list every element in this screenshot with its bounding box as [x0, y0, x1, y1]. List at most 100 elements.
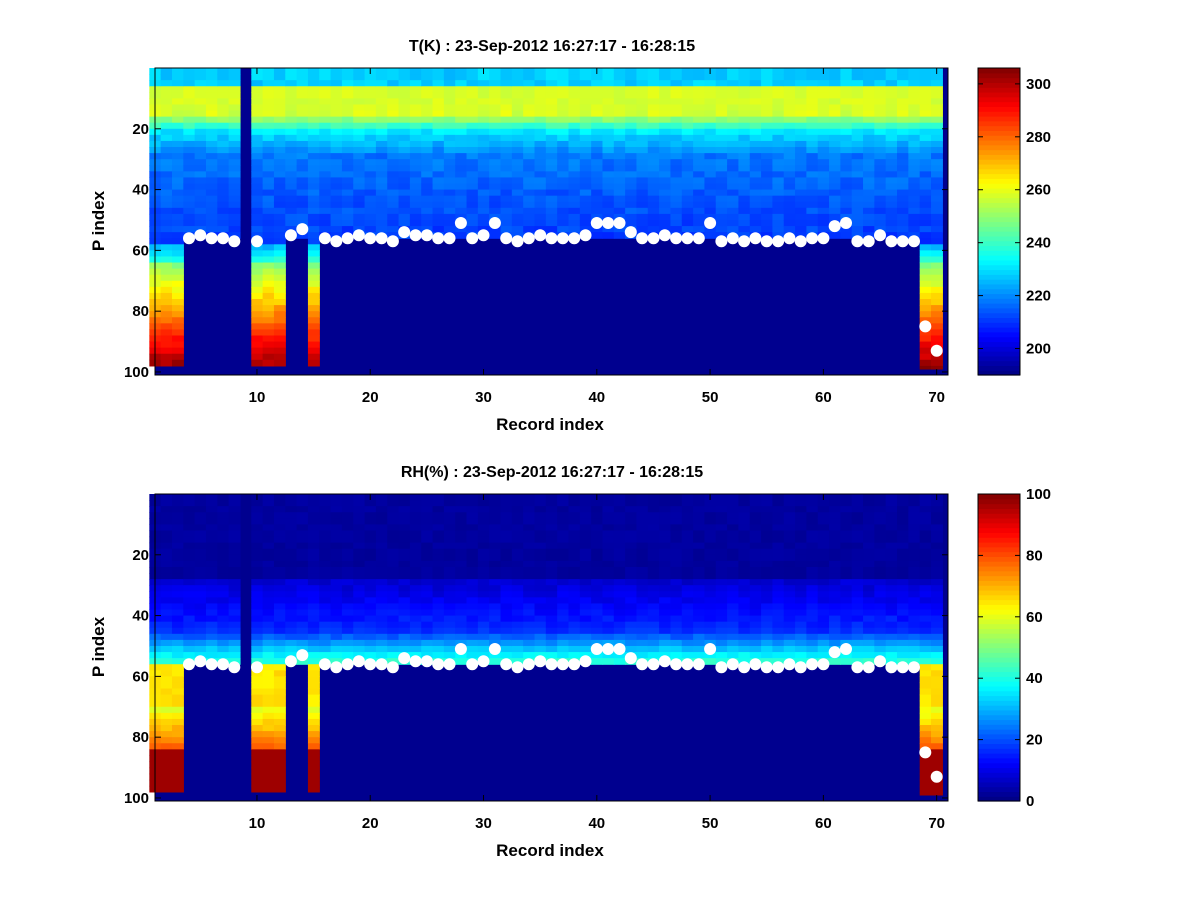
heatmap-cell	[160, 652, 173, 659]
heatmap-cell	[863, 213, 875, 221]
heatmap-cell	[727, 134, 740, 142]
heatmap-cell	[806, 219, 819, 227]
heatmap-cell	[262, 761, 275, 769]
heatmap-cell	[557, 159, 570, 166]
heatmap-cell	[477, 627, 490, 635]
heatmap-cell	[398, 171, 411, 179]
heatmap-cell	[353, 573, 366, 580]
heatmap-cell	[602, 183, 615, 191]
heatmap-cell	[783, 615, 796, 623]
heatmap-cell	[171, 718, 184, 726]
heatmap-cell	[160, 542, 173, 550]
heatmap-cell	[545, 512, 558, 519]
colorbar-segment	[978, 681, 1020, 687]
heatmap-cell	[489, 232, 502, 239]
heatmap-cell	[908, 536, 921, 544]
heatmap-cell	[715, 591, 728, 598]
heatmap-cell	[489, 134, 502, 142]
heatmap-cell	[160, 268, 173, 276]
heatmap-cell	[919, 609, 932, 617]
heatmap-cell	[319, 153, 332, 160]
heatmap-cell	[806, 609, 819, 617]
colorbar-segment	[978, 709, 1020, 716]
boundary-marker	[454, 643, 467, 655]
heatmap-cell	[217, 98, 230, 106]
heatmap-cell	[500, 645, 513, 653]
heatmap-cell	[273, 506, 286, 513]
heatmap-cell	[817, 506, 830, 513]
heatmap-cell	[375, 128, 388, 136]
heatmap-column	[466, 494, 479, 665]
heatmap-column	[353, 68, 366, 239]
colorbar-segment	[978, 685, 1020, 692]
heatmap-cell	[228, 104, 241, 112]
heatmap-cell	[851, 603, 864, 611]
heatmap-cell	[761, 512, 774, 519]
heatmap-cell	[273, 213, 286, 221]
heatmap-cell	[183, 147, 196, 154]
colorbar-segment	[978, 274, 1020, 280]
heatmap-cell	[727, 74, 740, 81]
heatmap-cell	[591, 658, 604, 665]
heatmap-cell	[829, 92, 841, 99]
heatmap-cell	[273, 256, 286, 264]
heatmap-cell	[296, 585, 309, 592]
heatmap-cell	[693, 134, 706, 142]
heatmap-cell	[307, 153, 320, 160]
heatmap-cell	[625, 530, 638, 538]
heatmap-cell	[160, 621, 173, 629]
heatmap-cell	[625, 74, 638, 81]
heatmap-cell	[647, 585, 660, 592]
heatmap-cell	[591, 615, 604, 623]
heatmap-cell	[319, 165, 332, 172]
heatmap-cell	[704, 591, 717, 598]
heatmap-cell	[375, 74, 388, 81]
heatmap-cell	[681, 219, 694, 227]
colorbar-segment	[978, 125, 1020, 131]
heatmap-cell	[885, 542, 898, 550]
heatmap-cell	[455, 627, 468, 635]
heatmap-cell	[919, 128, 932, 136]
heatmap-cell	[749, 226, 762, 233]
heatmap-cell	[783, 226, 796, 233]
heatmap-cell	[477, 104, 490, 112]
heatmap-cell	[466, 566, 479, 574]
heatmap-cell	[523, 195, 536, 203]
heatmap-cell	[840, 621, 853, 629]
heatmap-cell	[387, 652, 400, 659]
colorbar-segment	[978, 580, 1020, 586]
heatmap-cell	[715, 573, 728, 580]
heatmap-cell	[171, 664, 184, 671]
heatmap-cell	[659, 92, 672, 99]
heatmap-cell	[262, 700, 275, 708]
heatmap-cell	[681, 122, 694, 130]
heatmap-cell	[251, 183, 264, 191]
heatmap-cell	[817, 219, 830, 227]
heatmap-cell	[307, 299, 320, 306]
boundary-marker	[466, 232, 479, 245]
boundary-marker	[522, 232, 535, 245]
heatmap-cell	[908, 128, 921, 136]
heatmap-cell	[636, 506, 649, 513]
heatmap-cell	[795, 68, 807, 75]
heatmap-cell	[217, 609, 230, 617]
heatmap-cell	[205, 585, 218, 592]
heatmap-cell	[545, 524, 558, 532]
heatmap-cell	[251, 554, 264, 562]
heatmap-cell	[579, 633, 592, 641]
heatmap-cell	[863, 633, 875, 641]
heatmap-cell	[806, 603, 819, 611]
heatmap-cell	[647, 494, 660, 501]
heatmap-cell	[341, 597, 354, 605]
heatmap-cell	[613, 86, 626, 93]
heatmap-cell	[217, 633, 230, 641]
heatmap-cell	[863, 566, 875, 574]
heatmap-cell	[806, 153, 819, 160]
heatmap-cell	[285, 159, 298, 166]
heatmap-cell	[727, 506, 740, 513]
heatmap-cell	[443, 74, 456, 81]
heatmap-cell	[443, 165, 456, 172]
heatmap-cell	[217, 92, 230, 99]
colorbar-segment	[978, 370, 1020, 376]
heatmap-cell	[273, 171, 286, 179]
